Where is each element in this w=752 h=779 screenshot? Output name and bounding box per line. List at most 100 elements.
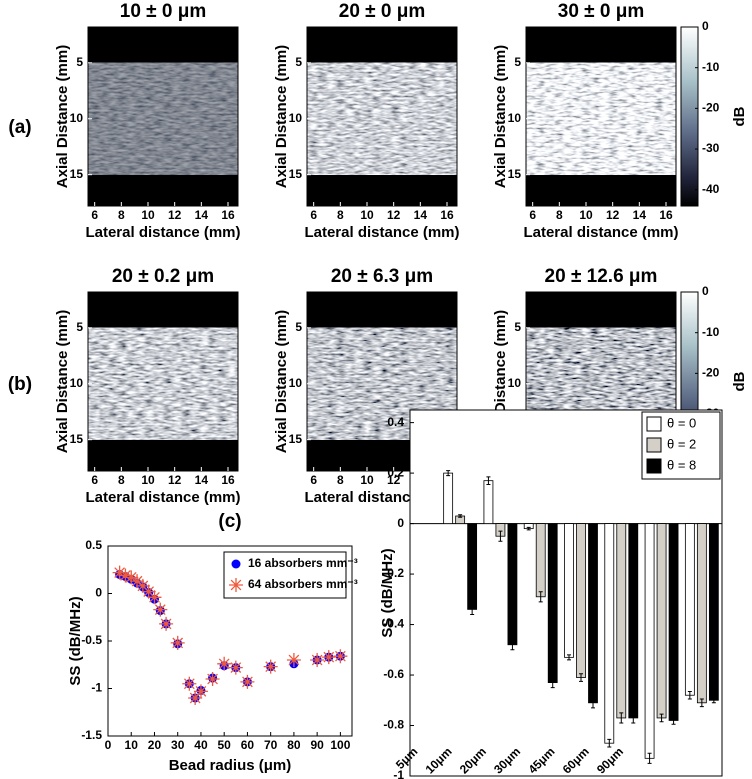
y-tick-label: 5 (514, 320, 521, 334)
x-axis-label: Lateral distance (mm) (523, 224, 678, 241)
x-tick-label: 60 (241, 738, 255, 752)
x-tick-label: 80 (287, 738, 301, 752)
bar (535, 523, 546, 598)
x-tick-label: 16 (221, 208, 235, 222)
x-tick-label: 6 (91, 473, 98, 487)
row-label: (b) (8, 374, 32, 395)
colorbar (680, 26, 699, 207)
chart-title: (c) (218, 511, 241, 532)
y-tick-label: 10 (70, 376, 84, 390)
colorbar-tick-label: -10 (702, 325, 720, 339)
error-bar (526, 526, 531, 531)
y-tick-label: 10 (508, 111, 522, 125)
x-tick-label: 14 (195, 208, 209, 222)
bar (616, 523, 627, 719)
x-tick-label: 10 (141, 208, 155, 222)
error-bar (550, 677, 555, 689)
star-point (124, 570, 139, 585)
error-bar (486, 476, 491, 485)
y-tick-label: 10 (289, 111, 303, 125)
bar (644, 523, 655, 759)
x-tick-label: 8 (337, 208, 344, 222)
image-frame (87, 291, 239, 472)
error-bar (699, 698, 704, 708)
panel-title: 20 ± 0.2 μm (112, 266, 214, 287)
bar (668, 523, 679, 721)
x-tick-label: 12 (387, 208, 401, 222)
image-frame (525, 26, 677, 207)
colorbar-tick-label: -40 (702, 182, 720, 196)
error-bar (647, 752, 652, 764)
y-tick-label: 15 (70, 432, 84, 446)
y-tick-label: -0.4 (383, 617, 404, 631)
error-bar (631, 712, 636, 724)
star-point (147, 590, 162, 605)
y-tick-label: -0.8 (383, 718, 404, 732)
bar (684, 523, 695, 696)
x-tick-label: 8 (118, 473, 125, 487)
speckle-region (526, 62, 676, 175)
x-tick-label: 6 (91, 208, 98, 222)
y-tick-label: -0.5 (81, 633, 102, 647)
colorbar-tick-label: -30 (702, 141, 720, 155)
legend-label: θ = 2 (667, 436, 696, 451)
bar (708, 523, 719, 701)
y-tick-label: 0.5 (85, 538, 102, 552)
error-bar (591, 697, 595, 709)
x-tick-label: 6 (529, 208, 536, 222)
image-frame (306, 26, 458, 207)
legend-swatch (646, 437, 662, 453)
bar (564, 523, 574, 658)
star-point (112, 565, 127, 580)
legend-swatch (646, 416, 662, 432)
y-tick-label: 5 (514, 55, 521, 69)
legend-label: 16 absorbers mm⁻³ (248, 556, 358, 570)
bar (483, 480, 494, 524)
x-tick-label: 6 (310, 208, 317, 222)
y-tick-label: 10 (70, 111, 84, 125)
x-axis-label: Bead radius (μm) (169, 757, 292, 774)
y-tick-label: 5 (76, 55, 83, 69)
error-bar (538, 591, 543, 603)
x-axis-label: Lateral distance (mm) (85, 489, 240, 506)
bar (588, 523, 598, 704)
star-point (193, 684, 208, 699)
panel-title: 20 ± 12.6 μm (545, 266, 658, 287)
star-point (182, 676, 197, 691)
panel-title: 30 ± 0 μm (558, 1, 644, 22)
bar (656, 523, 667, 719)
star-point (188, 691, 203, 705)
panel-title: 20 ± 6.3 μm (331, 266, 433, 287)
x-tick-label: 8 (337, 473, 344, 487)
x-tick-label: 12 (168, 473, 182, 487)
colorbar-tick-label: -10 (702, 60, 720, 74)
y-axis-label: SS (dB/MHz) (67, 596, 84, 685)
bar (467, 523, 478, 610)
x-tick-label: 16 (440, 208, 454, 222)
y-tick-label: 10 (289, 376, 303, 390)
y-tick-label: 15 (289, 432, 303, 446)
star-point (205, 672, 220, 686)
y-tick-label: -1 (91, 681, 102, 695)
bar (547, 523, 558, 684)
colorbar-label: dB (731, 371, 748, 391)
colorbar-tick-label: 0 (702, 19, 709, 33)
x-tick-label: 90 (310, 738, 324, 752)
y-tick-label: 10 (508, 376, 522, 390)
speckle-region (307, 62, 457, 175)
colorbar-tick-label: -20 (702, 366, 720, 380)
speckle-region (88, 62, 238, 175)
x-tick-label: 40 (194, 738, 208, 752)
star-point (321, 650, 336, 665)
speckle-region (88, 327, 238, 440)
y-tick-label: 15 (508, 167, 522, 181)
dot-point (231, 559, 241, 569)
x-tick-label: 16 (659, 208, 673, 222)
star-point (240, 674, 255, 689)
y-tick-label: 0 (397, 516, 404, 530)
y-axis-label: Axial Distance (mm) (54, 310, 71, 453)
x-tick-label: 14 (633, 208, 647, 222)
x-tick-label: 30 (171, 738, 185, 752)
